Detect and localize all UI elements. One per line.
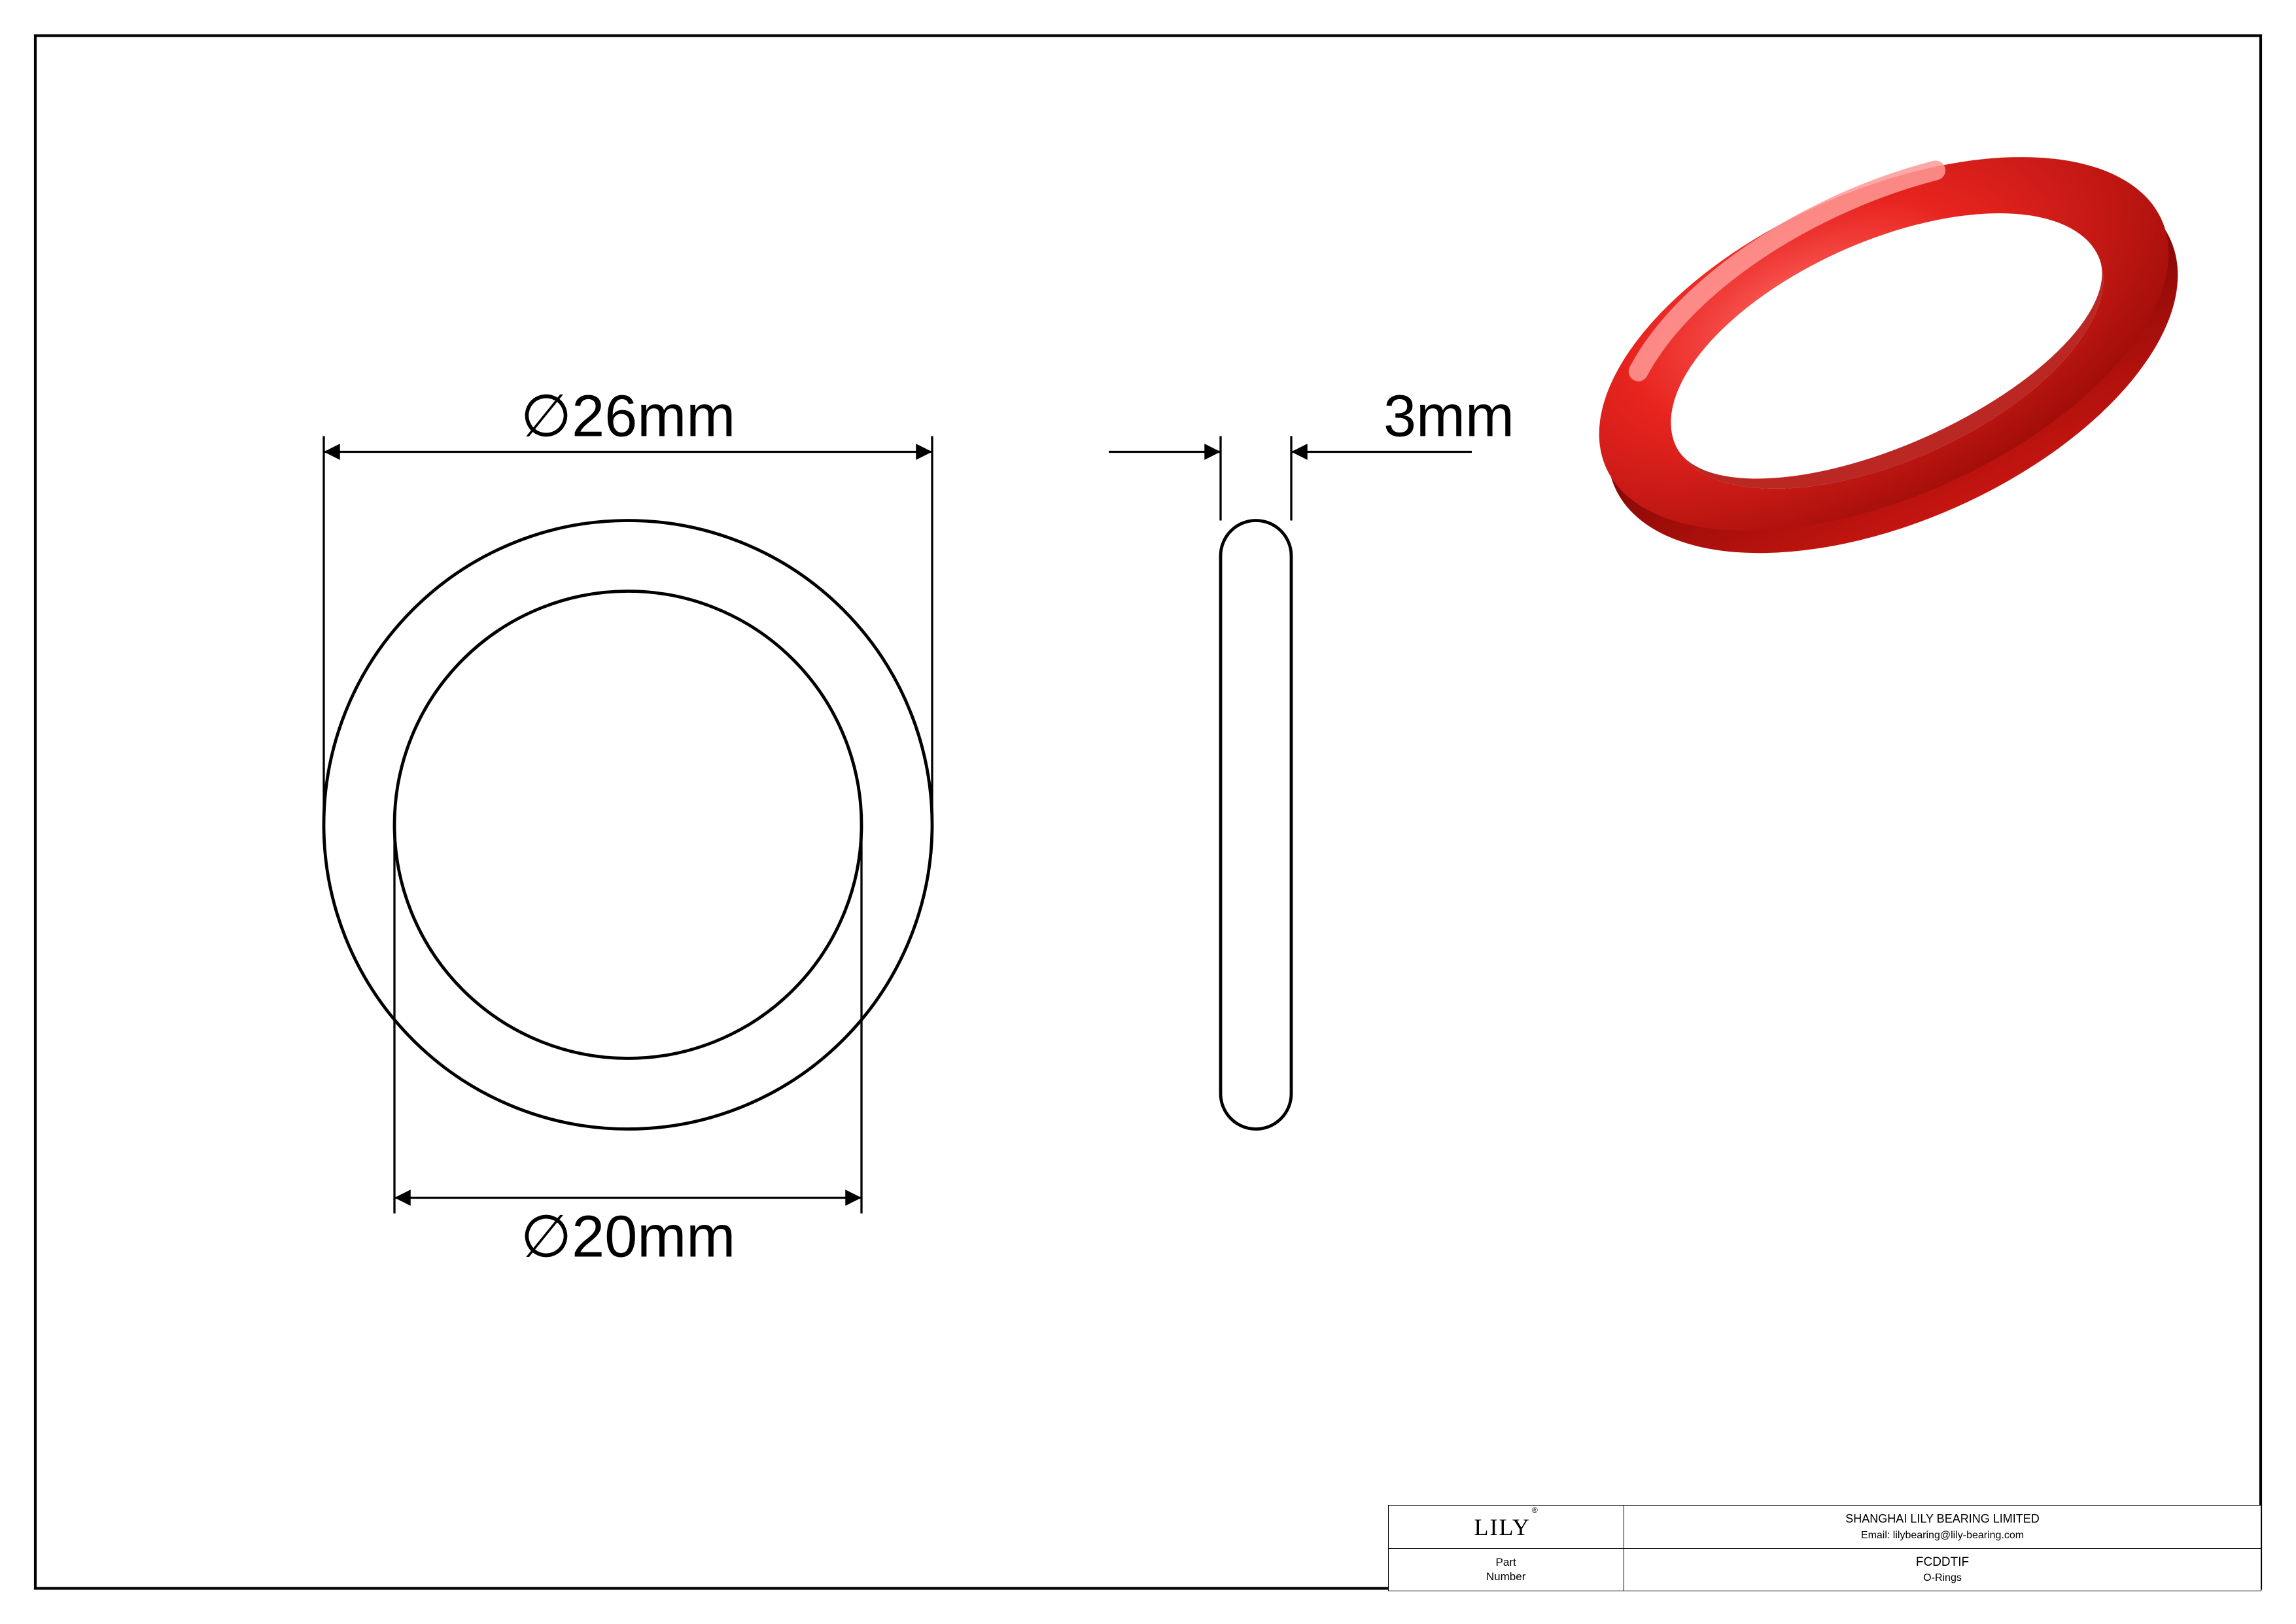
- part-number-label-line1: Part: [1496, 1556, 1516, 1568]
- part-number-value: FCDDTIF: [1916, 1555, 1969, 1570]
- logo-cell: LILY®: [1389, 1506, 1624, 1548]
- part-number-label-cell: Part Number: [1389, 1549, 1624, 1591]
- cross-section-profile: [1221, 521, 1291, 1129]
- technical-drawing-canvas: ∅26mm ∅20mm 3mm: [0, 0, 2296, 1624]
- inner-diameter-circle: [394, 591, 861, 1059]
- side-view: 3mm: [1109, 384, 1514, 1129]
- part-number-label-line2: Number: [1486, 1570, 1525, 1583]
- thickness-label: 3mm: [1383, 384, 1514, 450]
- drawing-sheet: ∅26mm ∅20mm 3mm: [0, 0, 2296, 1624]
- company-email: Email: lilybearing@lily-bearing.com: [1861, 1530, 2024, 1542]
- logo-text: LILY®: [1474, 1515, 1538, 1539]
- front-view: ∅26mm ∅20mm: [324, 384, 932, 1270]
- outer-diameter-circle: [324, 521, 932, 1129]
- company-name: SHANGHAI LILY BEARING LIMITED: [1845, 1512, 2039, 1526]
- part-description: O-Rings: [1923, 1572, 1962, 1584]
- inner-diameter-dimension: ∅20mm: [394, 825, 861, 1270]
- email-value: lilybearing@lily-bearing.com: [1893, 1530, 2024, 1541]
- title-block-row-company: LILY® SHANGHAI LILY BEARING LIMITED Emai…: [1389, 1506, 2261, 1548]
- part-number-label: Part Number: [1486, 1555, 1525, 1584]
- outer-diameter-dimension: ∅26mm: [324, 384, 932, 825]
- title-block-row-part: Part Number FCDDTIF O-Rings: [1389, 1548, 2261, 1591]
- thickness-dimension: 3mm: [1109, 384, 1514, 521]
- outer-diameter-label: ∅26mm: [521, 384, 735, 450]
- title-block: LILY® SHANGHAI LILY BEARING LIMITED Emai…: [1388, 1505, 2262, 1591]
- registered-icon: ®: [1532, 1506, 1539, 1515]
- inner-diameter-label: ∅20mm: [521, 1205, 735, 1270]
- company-cell: SHANGHAI LILY BEARING LIMITED Email: lil…: [1624, 1506, 2261, 1548]
- part-number-cell: FCDDTIF O-Rings: [1624, 1549, 2261, 1591]
- email-label: Email:: [1861, 1530, 1893, 1541]
- isometric-render: [1544, 80, 2235, 631]
- logo-word: LILY: [1474, 1514, 1531, 1540]
